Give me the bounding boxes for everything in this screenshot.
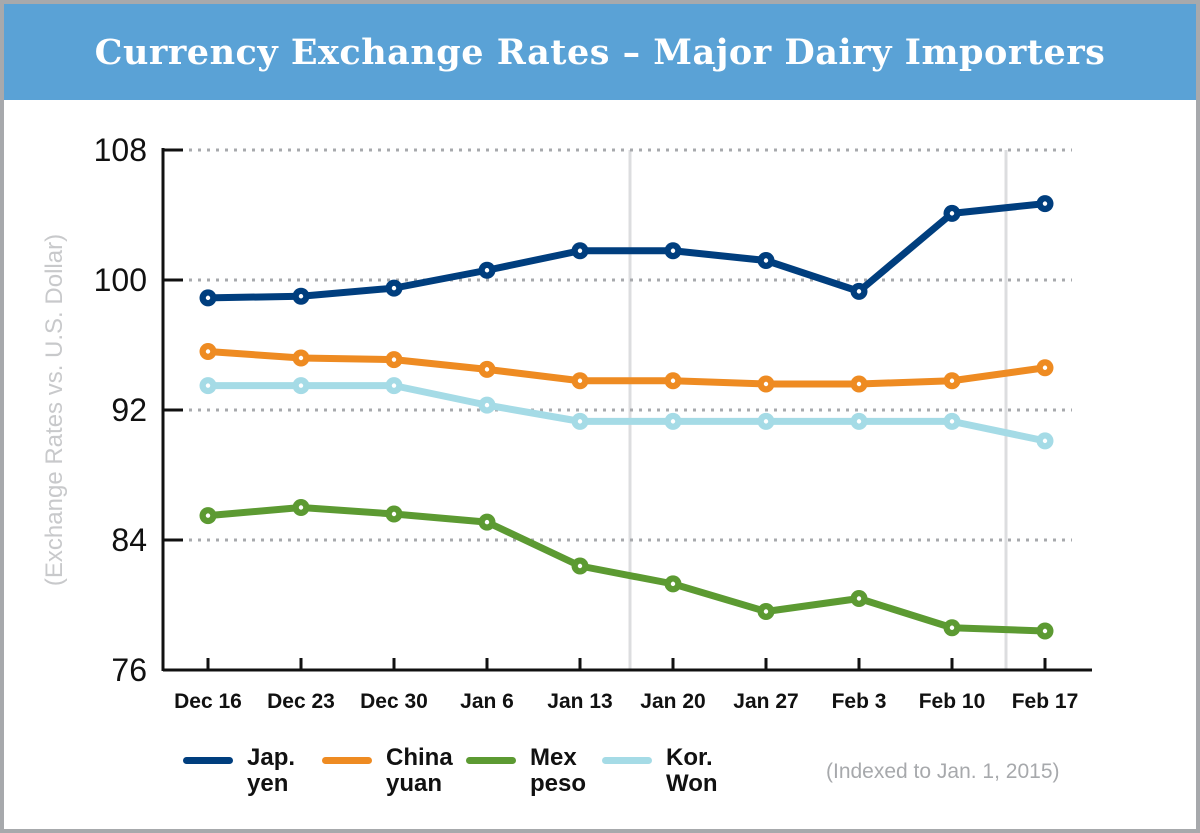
data-point-center: [391, 357, 397, 362]
data-point-center: [670, 581, 676, 587]
x-tick-label: Jan 6: [460, 690, 514, 713]
data-point-center: [670, 248, 676, 253]
data-point-center: [484, 268, 490, 273]
data-point-center: [1042, 438, 1048, 444]
data-point-center: [949, 378, 955, 383]
data-point-center: [763, 381, 769, 387]
x-tick-label: Jan 27: [733, 690, 798, 713]
data-point-center: [298, 294, 304, 299]
y-tick-label: 92: [111, 392, 147, 428]
data-point-center: [391, 511, 397, 517]
y-axis-label: (Exchange Rates vs. U.S. Dollar): [41, 234, 68, 586]
legend-swatch: [322, 757, 372, 764]
data-point-center: [1042, 628, 1048, 634]
x-tick-label: Dec 23: [267, 690, 335, 713]
data-point-center: [1042, 365, 1048, 370]
data-point-center: [763, 419, 769, 424]
legend-item: China yuan: [322, 745, 453, 797]
data-point-center: [670, 419, 676, 424]
title-bar: Currency Exchange Rates – Major Dairy Im…: [4, 4, 1196, 100]
legend-label: Jap. yen: [247, 744, 296, 797]
data-point-center: [763, 609, 769, 614]
x-tick-label: Feb 10: [919, 690, 986, 713]
data-point-center: [484, 402, 490, 408]
x-tick-label: Dec 30: [360, 690, 428, 713]
x-tick-label: Feb 3: [832, 690, 887, 713]
data-point-center: [577, 248, 583, 253]
series-line: [207, 200, 1046, 302]
y-tick-label: 108: [94, 132, 147, 168]
data-point-center: [856, 289, 862, 294]
legend-swatch: [183, 757, 233, 764]
y-tick-label: 84: [111, 522, 147, 558]
data-point-center: [949, 625, 955, 630]
data-point-center: [1042, 201, 1048, 206]
data-point-center: [391, 383, 397, 388]
legend-label: Kor. Won: [666, 744, 718, 797]
data-point-center: [856, 381, 862, 387]
x-tick-label: Dec 16: [174, 690, 242, 713]
series-line: [207, 348, 1046, 388]
data-point-center: [205, 349, 211, 354]
data-point-center: [298, 505, 304, 510]
index-note: (Indexed to Jan. 1, 2015): [826, 760, 1060, 783]
data-point-center: [205, 513, 211, 518]
data-point-center: [577, 419, 583, 424]
legend-label: China yuan: [386, 744, 453, 797]
data-point-center: [391, 285, 397, 291]
data-point-center: [577, 563, 583, 569]
chart-title: Currency Exchange Rates – Major Dairy Im…: [94, 31, 1106, 73]
legend-swatch: [466, 757, 516, 764]
series-line: [207, 504, 1046, 635]
data-point-center: [205, 295, 211, 301]
data-point-center: [670, 378, 676, 383]
x-tick-label: Jan 13: [547, 690, 612, 713]
data-point-center: [484, 519, 490, 525]
data-point-center: [205, 383, 211, 388]
legend-swatch: [602, 757, 652, 764]
data-point-center: [856, 596, 862, 601]
data-point-center: [298, 355, 304, 361]
data-point-center: [484, 367, 490, 372]
x-tick-label: Jan 20: [640, 690, 705, 713]
data-point-center: [577, 378, 583, 383]
legend-label: Mex peso: [530, 744, 587, 797]
y-tick-label: 76: [111, 652, 147, 688]
data-point-center: [949, 419, 955, 424]
legend-item: Jap. yen: [183, 745, 295, 797]
legend-item: Mex peso: [466, 745, 586, 797]
legend-item: Kor. Won: [602, 745, 718, 797]
x-tick-label: Feb 17: [1012, 690, 1079, 713]
data-point-center: [856, 419, 862, 424]
data-point-center: [763, 258, 769, 263]
series-line: [208, 382, 1046, 445]
data-point-center: [298, 383, 304, 388]
y-tick-label: 100: [94, 262, 147, 298]
data-point-center: [949, 211, 955, 216]
